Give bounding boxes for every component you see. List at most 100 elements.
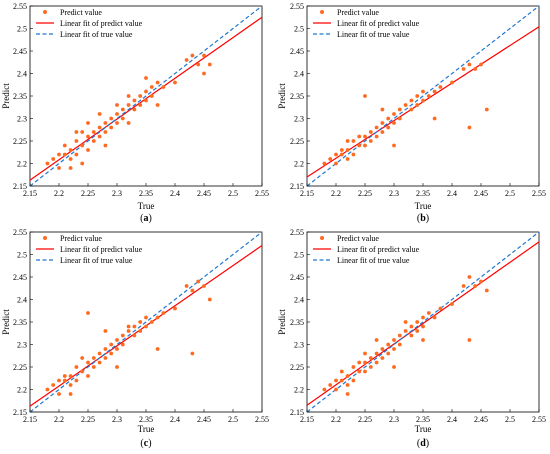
scatter-point bbox=[392, 365, 396, 369]
x-tick-label: 2.4 bbox=[170, 415, 180, 424]
y-tick-label: 2.3 bbox=[294, 115, 304, 124]
y-tick-label: 2.3 bbox=[17, 341, 27, 350]
scatter-point bbox=[126, 94, 131, 98]
x-tick-label: 2.4 bbox=[447, 189, 457, 198]
scatter-point bbox=[115, 112, 119, 116]
scatter-point bbox=[207, 62, 212, 67]
legend-label: Linear fit of predict value bbox=[60, 19, 143, 28]
scatter-point bbox=[132, 98, 137, 103]
scatter-point bbox=[368, 365, 373, 369]
scatter-point bbox=[103, 130, 108, 134]
scatter-point bbox=[86, 374, 90, 378]
chart-panel-d: 2.15 2.2 2.25 2.3 2.35 2.4 2.45 2.5 2.55 2.15 2.2… bbox=[277, 228, 546, 449]
scatter-point bbox=[339, 369, 344, 374]
y-tick-label: 2.2 bbox=[17, 386, 27, 395]
chart-panel-b: 2.15 2.2 2.25 2.3 2.35 2.4 2.45 2.5 2.55 2.15 2.2… bbox=[277, 2, 546, 224]
scatter-point bbox=[155, 103, 160, 107]
scatter-point bbox=[415, 94, 420, 98]
x-tick-label: 2.5 bbox=[228, 189, 238, 198]
x-tick-label: 2.2 bbox=[331, 189, 341, 198]
scatter-point bbox=[86, 311, 90, 315]
scatter-point bbox=[202, 284, 206, 288]
scatter-point bbox=[97, 351, 102, 356]
scatter-point bbox=[374, 338, 379, 342]
y-tick-label: 2.2 bbox=[17, 160, 27, 169]
y-tick-label: 2.5 bbox=[294, 25, 304, 34]
scatter-point bbox=[196, 62, 201, 67]
scatter-point bbox=[461, 284, 466, 288]
panel-label-letter: c bbox=[144, 438, 149, 449]
scatter-point bbox=[386, 116, 391, 121]
scatter-point bbox=[484, 107, 489, 112]
y-tick-label: 2.55 bbox=[13, 2, 27, 11]
scatter-point bbox=[438, 306, 443, 311]
y-tick-label: 2.4 bbox=[17, 296, 27, 305]
scatter-point bbox=[432, 315, 437, 320]
x-axis-label: True bbox=[415, 424, 432, 434]
scatter-point bbox=[392, 143, 396, 148]
scatter-point bbox=[144, 98, 148, 103]
y-axis-label: Predict bbox=[1, 309, 11, 335]
scatter-point bbox=[86, 148, 90, 152]
scatter-point bbox=[115, 365, 119, 369]
scatter-point bbox=[345, 383, 350, 387]
scatter-point bbox=[421, 98, 425, 103]
scatter-point bbox=[363, 360, 367, 365]
panel-label-letter: b bbox=[420, 213, 426, 224]
x-tick-label: 2.3 bbox=[389, 415, 399, 424]
scatter-point bbox=[103, 143, 108, 148]
scatter-point bbox=[80, 161, 85, 166]
scatter-point bbox=[155, 347, 160, 351]
x-tick-label: 2.4 bbox=[447, 415, 457, 424]
scatter-point bbox=[202, 53, 206, 58]
scatter-point bbox=[409, 107, 414, 112]
scatter-point bbox=[403, 329, 408, 333]
scatter-point bbox=[103, 121, 108, 125]
scatter-point bbox=[86, 134, 90, 139]
scatter-point bbox=[351, 139, 356, 143]
scatter-point bbox=[120, 333, 125, 338]
scatter-point bbox=[196, 279, 201, 284]
scatter-point bbox=[386, 351, 391, 356]
scatter-point bbox=[392, 347, 396, 351]
scatter-point bbox=[57, 392, 61, 396]
y-tick-label: 2.3 bbox=[17, 115, 27, 124]
scatter-point bbox=[202, 71, 206, 76]
scatter-point bbox=[68, 166, 73, 170]
y-tick-label: 2.55 bbox=[290, 2, 304, 11]
scatter-point bbox=[328, 157, 333, 161]
scatter-point bbox=[351, 378, 356, 383]
scatter-point bbox=[374, 351, 379, 356]
scatter-point bbox=[109, 116, 114, 121]
x-tick-label: 2.3 bbox=[112, 189, 122, 198]
legend-marker-predict-value bbox=[320, 10, 324, 14]
y-tick-label: 2.5 bbox=[294, 251, 304, 260]
scatter-point bbox=[74, 139, 79, 143]
x-tick-label: 2.5 bbox=[228, 415, 238, 424]
scatter-point bbox=[357, 360, 362, 365]
y-tick-label: 2.2 bbox=[294, 386, 304, 395]
scatter-point bbox=[155, 80, 160, 85]
scatter-point bbox=[415, 320, 420, 324]
scatter-point bbox=[363, 143, 367, 148]
scatter-point bbox=[109, 342, 114, 347]
scatter-point bbox=[386, 125, 391, 130]
legend-label: Linear fit of true value bbox=[60, 256, 133, 265]
true-value-fit-line bbox=[29, 5, 263, 187]
scatter-point bbox=[45, 161, 50, 166]
panel-label: (d) bbox=[417, 438, 429, 449]
scatter-point bbox=[368, 356, 373, 360]
x-tick-label: 2.55 bbox=[532, 415, 546, 424]
y-axis-label: Predict bbox=[277, 83, 287, 109]
x-tick-label: 2.35 bbox=[416, 415, 430, 424]
scatter-point bbox=[57, 378, 61, 383]
x-tick-label: 2.15 bbox=[300, 189, 314, 198]
scatter-point bbox=[339, 378, 344, 383]
scatter-point bbox=[132, 107, 137, 112]
scatter-point bbox=[339, 152, 344, 157]
scatter-point bbox=[409, 333, 414, 338]
y-axis-label: Predict bbox=[277, 309, 287, 335]
panel-label: (c) bbox=[140, 438, 151, 449]
scatter-point bbox=[80, 130, 85, 134]
scatter-point bbox=[328, 383, 333, 387]
